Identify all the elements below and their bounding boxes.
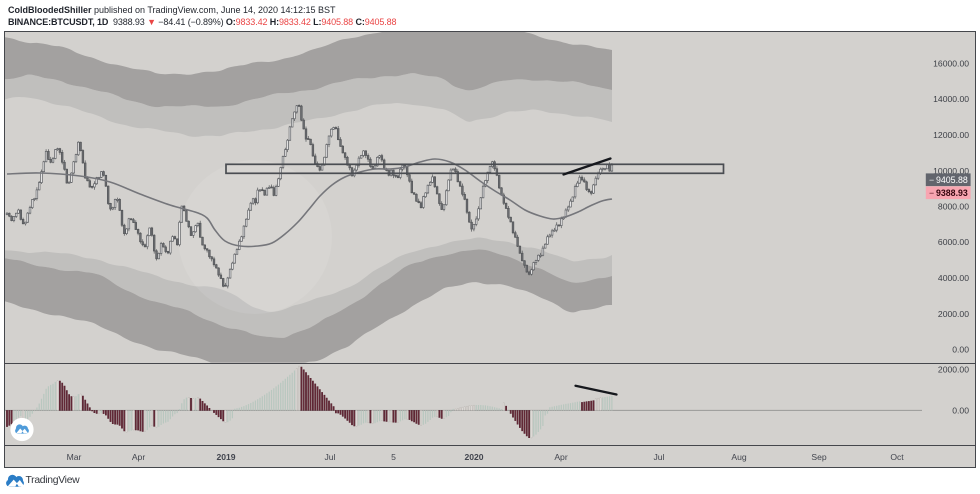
svg-text:9405.88: 9405.88 [936, 175, 968, 185]
svg-text:Jul: Jul [654, 452, 665, 462]
svg-text:Apr: Apr [554, 452, 568, 462]
svg-text:4000.00: 4000.00 [938, 273, 969, 283]
svg-text:2000.00: 2000.00 [938, 364, 969, 374]
svg-text:2019: 2019 [216, 452, 235, 462]
svg-text:Apr: Apr [132, 452, 146, 462]
svg-text:14000.00: 14000.00 [933, 94, 969, 104]
svg-text:Oct: Oct [890, 452, 904, 462]
svg-text:0.00: 0.00 [952, 345, 969, 355]
svg-text:−: − [929, 175, 934, 185]
svg-text:2000.00: 2000.00 [938, 309, 969, 319]
svg-text:12000.00: 12000.00 [933, 130, 969, 140]
svg-text:Jul: Jul [325, 452, 336, 462]
svg-text:16000.00: 16000.00 [933, 59, 969, 69]
svg-text:10000.00: 10000.00 [933, 166, 969, 176]
svg-text:8000.00: 8000.00 [938, 202, 969, 212]
svg-text:6000.00: 6000.00 [938, 237, 969, 247]
svg-text:Aug: Aug [731, 452, 747, 462]
svg-text:2020: 2020 [464, 452, 483, 462]
svg-text:−: − [929, 188, 934, 198]
svg-text:5: 5 [391, 452, 396, 462]
svg-text:0.00: 0.00 [952, 406, 969, 416]
svg-text:9388.93: 9388.93 [936, 188, 968, 198]
svg-text:Sep: Sep [811, 452, 827, 462]
svg-text:Mar: Mar [67, 452, 82, 462]
